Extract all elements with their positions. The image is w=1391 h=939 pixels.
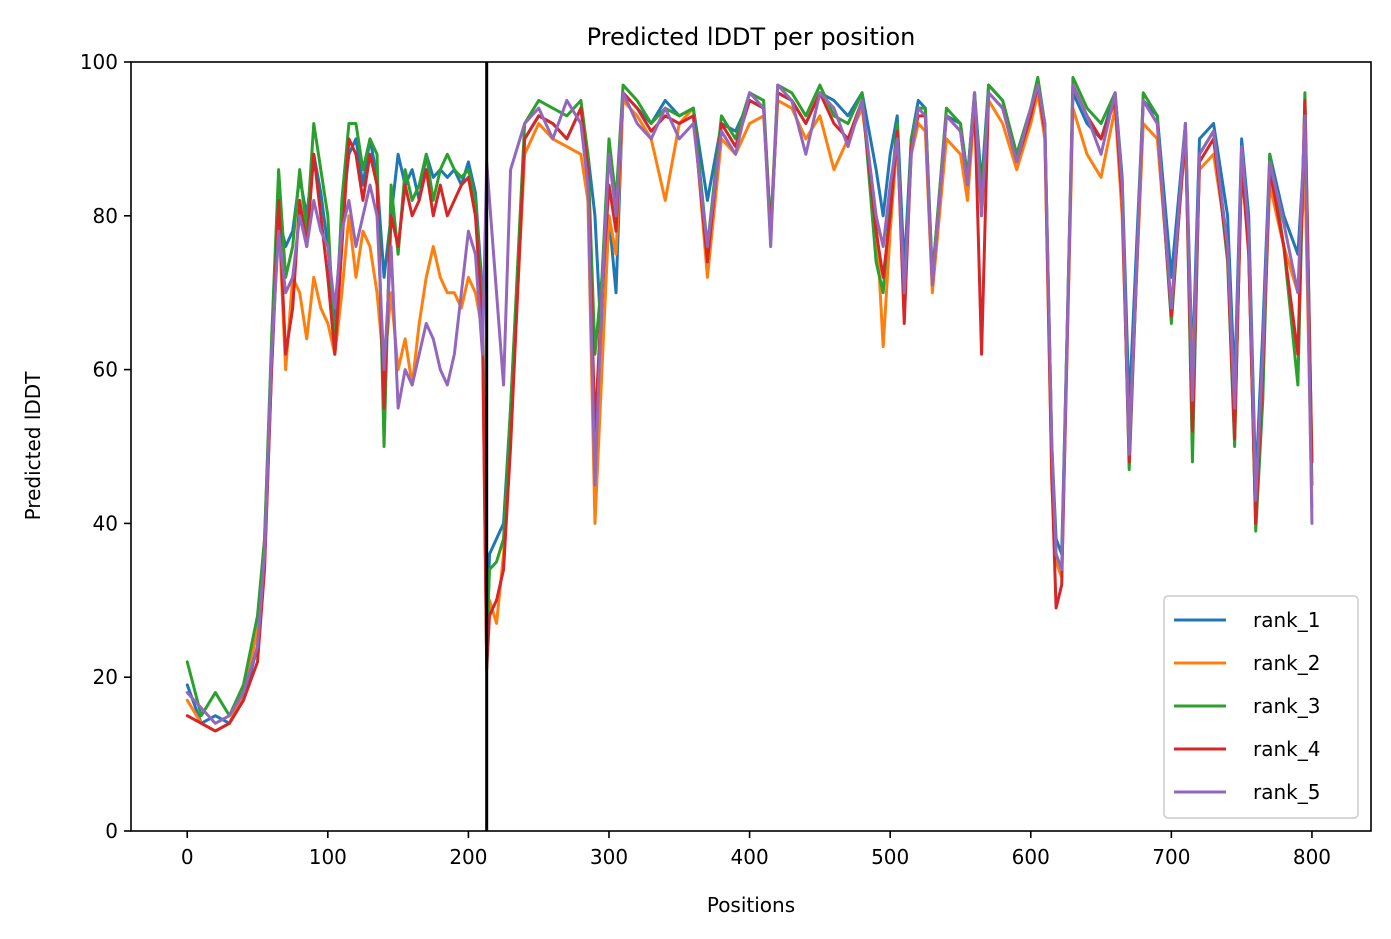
legend-label-3: rank_3 — [1253, 694, 1320, 718]
x-tick-label: 700 — [1152, 845, 1190, 869]
legend-label-4: rank_4 — [1253, 737, 1320, 761]
x-tick-label: 200 — [449, 845, 487, 869]
x-tick-label: 300 — [590, 845, 628, 869]
x-tick-label: 100 — [309, 845, 347, 869]
plot-frame — [130, 61, 1372, 832]
x-tick-label: 600 — [1012, 845, 1050, 869]
y-tick-label: 60 — [93, 358, 118, 382]
legend-label-1: rank_1 — [1253, 608, 1320, 632]
x-tick-label: 400 — [731, 845, 769, 869]
chart-title: Predicted lDDT per position — [587, 23, 916, 51]
x-tick-label: 0 — [181, 845, 194, 869]
y-tick-label: 20 — [93, 665, 118, 689]
x-tick-label: 500 — [871, 845, 909, 869]
legend-box — [1163, 595, 1359, 819]
x-tick-label: 800 — [1293, 845, 1331, 869]
y-tick-label: 40 — [93, 511, 118, 535]
series-layer — [185, 75, 1314, 733]
x-axis: 0 100 200 300 400 500 600 700 800 — [181, 831, 1331, 869]
y-tick-label: 0 — [105, 819, 118, 843]
y-tick-label: 80 — [93, 204, 118, 228]
series-line-5 — [185, 83, 1314, 725]
legend-label-5: rank_5 — [1253, 780, 1320, 804]
legend: rank_1 rank_2 rank_3 rank_4 rank_5 — [1163, 595, 1359, 819]
y-tick-label: 100 — [80, 50, 118, 74]
legend-label-2: rank_2 — [1253, 651, 1320, 675]
x-axis-title: Positions — [707, 893, 795, 917]
y-axis-title: Predicted lDDT — [21, 371, 45, 521]
y-axis: 0 20 40 60 80 100 — [80, 50, 131, 843]
